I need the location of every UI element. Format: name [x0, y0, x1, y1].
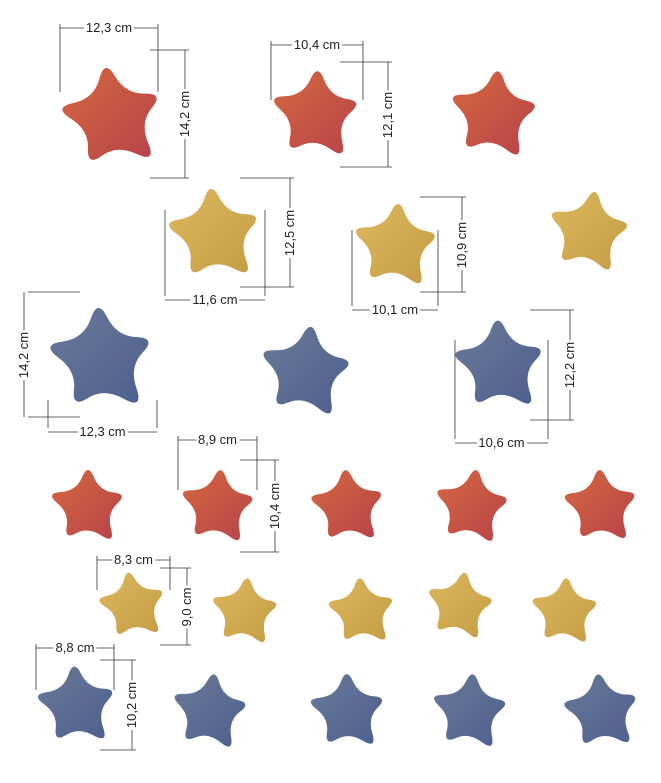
dimension-label: 10,1 cm: [369, 302, 421, 317]
dimension-label: 10,9 cm: [454, 219, 469, 270]
red-star: [311, 470, 381, 538]
yellow-star: [428, 572, 492, 638]
yellow-star: [532, 578, 596, 642]
dimension-label: 12,1 cm: [380, 89, 395, 140]
blue-star: [50, 307, 149, 403]
red-star: [52, 469, 122, 539]
dimension-label: 14,2 cm: [16, 329, 31, 380]
red-star: [564, 470, 635, 538]
yellow-star: [355, 204, 435, 284]
red-star: [452, 71, 535, 155]
blue-star: [37, 666, 113, 739]
yellow-star: [213, 578, 277, 643]
dimension-label: 10,4 cm: [267, 480, 282, 532]
yellow-star: [169, 188, 256, 273]
dimension-label: 14,2 cm: [177, 88, 192, 140]
dimension-label: 9,0 cm: [179, 584, 194, 629]
dimension-label: 8,9 cm: [195, 432, 240, 447]
dimension-label: 12,5 cm: [282, 207, 297, 258]
blue-star: [455, 320, 541, 404]
yellow-star: [328, 578, 392, 640]
blue-star: [263, 326, 349, 414]
dimension-label: 12,3 cm: [77, 424, 128, 439]
dimension-label: 11,6 cm: [190, 292, 240, 307]
dimension-label: 12,3 cm: [83, 20, 135, 35]
dimension-label: 12,2 cm: [562, 339, 577, 391]
red-star: [182, 470, 253, 541]
blue-star: [174, 674, 246, 747]
dimension-label: 10,6 cm: [476, 435, 527, 450]
blue-star: [434, 674, 506, 746]
red-star: [437, 470, 507, 541]
red-star: [62, 67, 157, 160]
yellow-star: [99, 572, 163, 634]
dimension-label: 10,2 cm: [124, 679, 139, 731]
blue-star: [564, 674, 636, 743]
dimension-label: 10,4 cm: [291, 37, 343, 52]
dimension-label: 8,3 cm: [111, 552, 156, 567]
yellow-star: [551, 191, 628, 270]
dimension-label: 8,8 cm: [53, 640, 97, 655]
red-star: [273, 71, 357, 154]
blue-star: [310, 674, 383, 744]
